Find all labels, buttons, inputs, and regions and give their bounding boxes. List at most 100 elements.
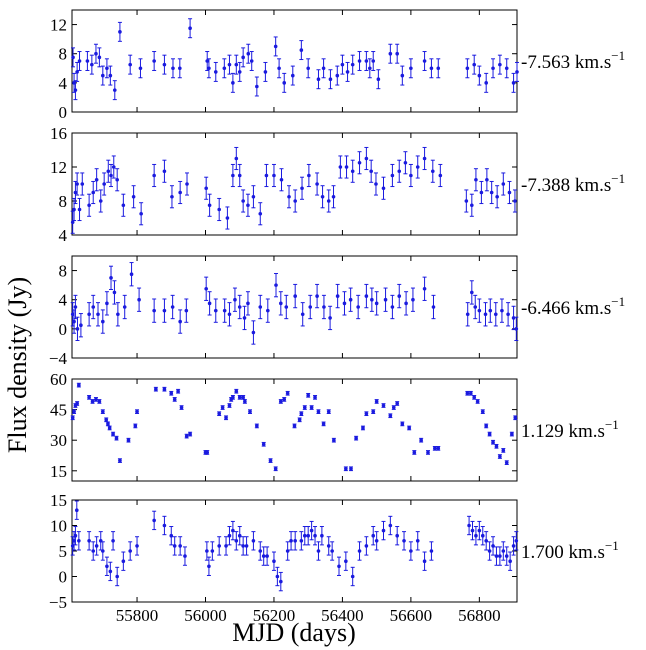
data-point [337, 564, 341, 569]
data-point [429, 549, 434, 553]
data-point [115, 177, 119, 182]
data-point [514, 327, 519, 331]
y-tick-label: 16 [50, 124, 67, 143]
data-point [138, 66, 143, 71]
y-tick-label: 12 [50, 16, 67, 35]
data-point [397, 294, 402, 298]
data-point [501, 549, 506, 553]
data-point [227, 403, 232, 408]
data-point [357, 59, 362, 63]
data-point [170, 194, 174, 199]
data-point [248, 409, 252, 414]
data-point [101, 549, 105, 553]
data-point [91, 190, 96, 195]
data-point [404, 301, 408, 306]
data-point [501, 182, 506, 186]
data-point [381, 186, 386, 191]
data-point [87, 203, 91, 208]
data-point [91, 305, 96, 309]
data-point [121, 559, 126, 563]
data-point [313, 395, 317, 400]
data-point [179, 405, 184, 410]
data-point [94, 51, 98, 56]
x-tick-label: 56400 [321, 606, 364, 625]
data-point [72, 207, 76, 212]
data-point [430, 169, 435, 174]
data-point [412, 450, 417, 455]
data-point [169, 533, 174, 538]
data-point [419, 438, 423, 443]
data-point [98, 199, 103, 203]
y-tick-label: 60 [50, 370, 67, 389]
data-point [477, 308, 482, 313]
y-tick-label: −5 [49, 593, 67, 612]
data-point [133, 424, 138, 428]
data-point [77, 59, 82, 63]
data-point [498, 62, 502, 67]
data-point [128, 549, 132, 553]
data-point [472, 395, 477, 400]
data-point [282, 81, 287, 85]
panel-frame [71, 132, 518, 236]
data-point [321, 422, 326, 426]
data-point [255, 84, 259, 89]
y-tick-label: 15 [50, 462, 67, 481]
velocity-label: -7.388 km.s−1 [521, 171, 625, 196]
data-point [217, 544, 221, 548]
data-point [302, 533, 307, 538]
data-point [479, 190, 484, 195]
data-point [374, 301, 379, 306]
data-point [370, 297, 374, 302]
data-point [70, 220, 75, 225]
data-point [178, 190, 182, 195]
x-tick-label: 56800 [458, 606, 501, 625]
data-point [279, 177, 284, 182]
panel-2: 4 8 12 16 -7.388 km.s−1 [50, 124, 625, 245]
data-point [361, 426, 365, 430]
data-point [94, 544, 99, 548]
data-point [73, 305, 78, 309]
data-point [97, 55, 102, 60]
data-point [495, 194, 499, 199]
data-point [383, 297, 388, 302]
data-point [137, 297, 141, 302]
data-point [128, 62, 132, 67]
data-point [162, 308, 167, 313]
data-point [422, 156, 427, 161]
data-point [335, 294, 340, 298]
data-point [241, 395, 245, 400]
data-point [72, 319, 76, 324]
data-point [397, 169, 402, 174]
data-point [438, 173, 443, 178]
data-point [290, 73, 295, 78]
data-point [205, 549, 209, 553]
data-point [80, 182, 85, 186]
data-point [217, 207, 221, 212]
data-point [369, 169, 373, 174]
data-point [79, 323, 83, 328]
data-point [273, 466, 278, 471]
x-axis-label: MJD (days) [232, 618, 356, 647]
data-point [309, 528, 314, 533]
y-tick-label: 4 [59, 74, 68, 93]
data-point [109, 173, 113, 178]
data-point [388, 51, 393, 56]
data-point [272, 559, 276, 563]
data-point [332, 438, 336, 443]
data-point [483, 312, 488, 317]
data-point [241, 544, 245, 548]
y-tick-label: 0 [59, 320, 68, 339]
data-point [244, 544, 249, 548]
data-point [162, 387, 167, 392]
data-point [506, 312, 510, 317]
data-point [364, 59, 369, 63]
data-point [261, 554, 266, 558]
data-point [400, 422, 405, 426]
velocity-label: -7.563 km.s−1 [521, 48, 625, 73]
data-point [322, 305, 326, 309]
data-point [511, 81, 516, 85]
data-point [87, 312, 91, 317]
panel-1: 0 4 8 12 -7.563 km.s−1 [50, 9, 625, 122]
data-point [118, 30, 122, 34]
data-point [96, 312, 100, 317]
